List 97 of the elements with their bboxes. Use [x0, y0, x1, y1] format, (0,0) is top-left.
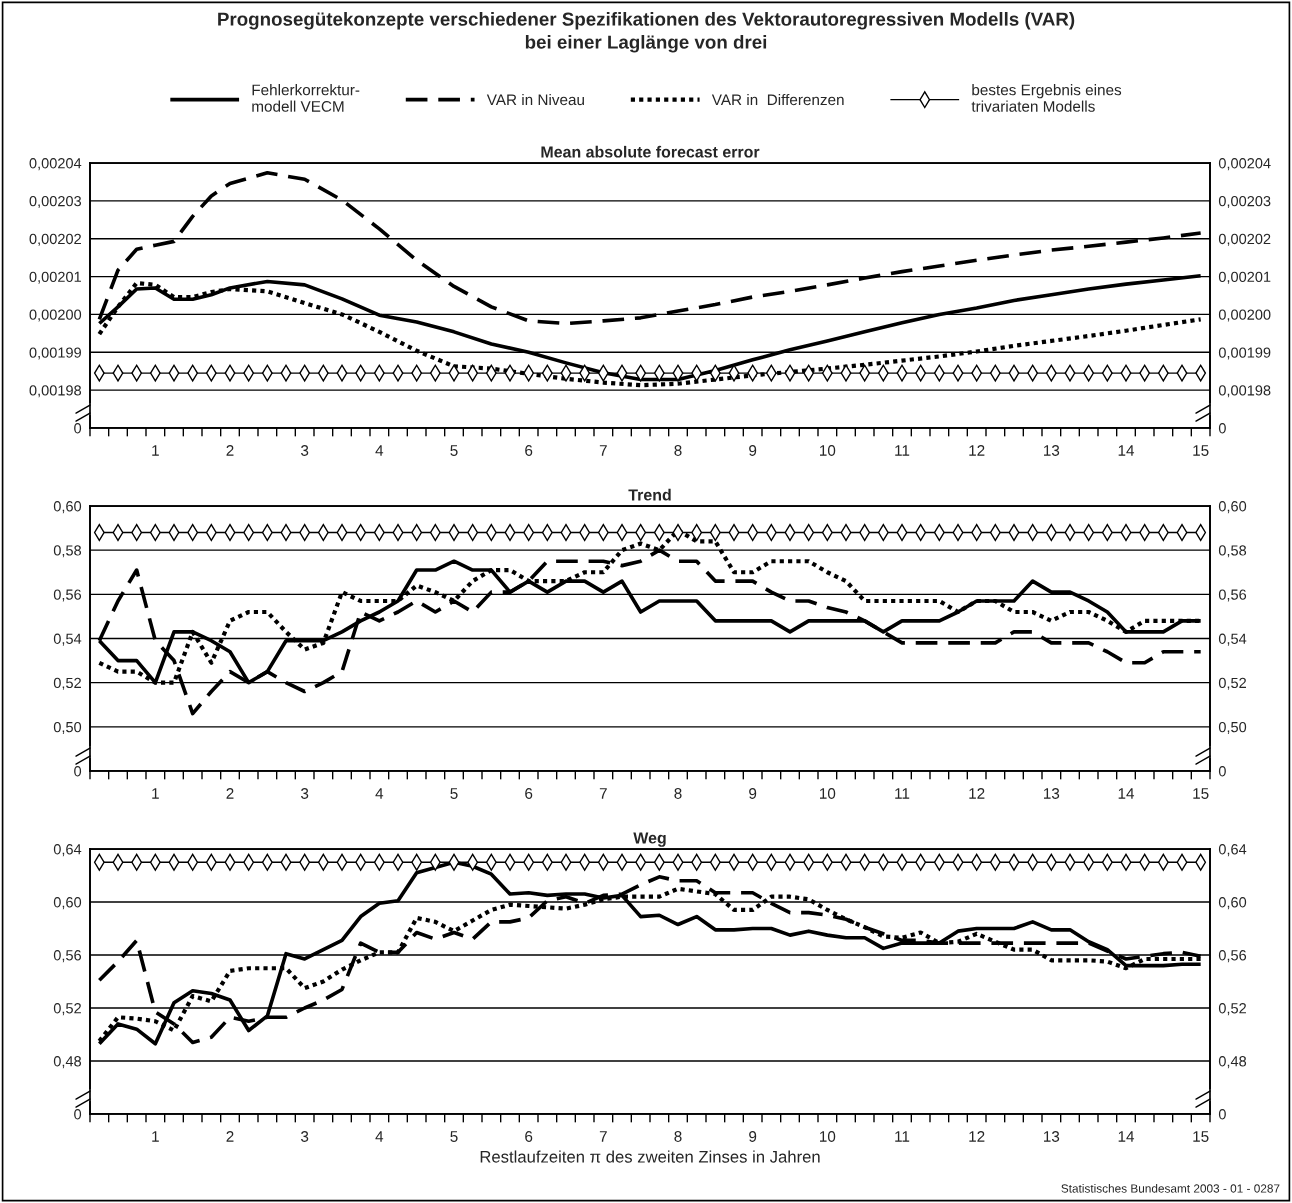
- y-tick-label: 0,48: [53, 1056, 82, 1069]
- y2-tick-label: 0,60: [1218, 501, 1247, 514]
- y2-tick-label: 0,52: [1218, 677, 1246, 690]
- x-tick-label: 9: [749, 1131, 757, 1142]
- x-tick-label: 6: [525, 788, 533, 799]
- x-tick-label: 1: [152, 1131, 159, 1142]
- x-tick-label: 1: [152, 788, 159, 799]
- x-tick-label: 4: [375, 445, 384, 456]
- x-tick-label: 15: [1193, 788, 1209, 799]
- x-tick-label: 11: [895, 445, 910, 456]
- x-tick-label: 8: [674, 788, 682, 799]
- y2-tick-label: 0,54: [1218, 633, 1247, 646]
- x-tick-label: 8: [674, 445, 682, 456]
- x-tick-label: 11: [895, 788, 910, 799]
- x-tick-label: 2: [226, 788, 234, 799]
- y2-tick-label: 0,00200: [1218, 309, 1271, 322]
- y-tick-label: 0: [74, 1109, 82, 1120]
- x-tick-label: 14: [1118, 788, 1135, 799]
- x-tick-label: 5: [450, 1131, 458, 1142]
- x-tick-label: 12: [969, 445, 985, 456]
- y-tick-label: 0,00201: [29, 271, 81, 284]
- x-tick-label: 8: [674, 1131, 682, 1142]
- x-tick-label: 3: [301, 788, 309, 799]
- y-tick-label: 0,64: [53, 844, 82, 857]
- x-tick-label: 13: [1044, 788, 1060, 799]
- x-tick-label: 9: [749, 445, 757, 456]
- y2-tick-label: 0,00201: [1218, 271, 1271, 284]
- x-tick-label: 12: [969, 1131, 985, 1142]
- y2-tick-label: 0,00198: [1218, 385, 1271, 398]
- y-tick-label: 0,60: [53, 501, 82, 514]
- x-tick-label: 7: [599, 445, 607, 456]
- x-tick-label: 3: [301, 1131, 309, 1142]
- x-tick-label: 6: [525, 445, 533, 456]
- y2-tick-label: 0,00202: [1218, 233, 1271, 246]
- chart-title: Trend: [628, 488, 671, 501]
- y2-tick-label: 0,64: [1218, 844, 1247, 857]
- y-tick-label: 0,00204: [29, 158, 82, 171]
- y-tick-label: 0,50: [53, 721, 82, 734]
- y-tick-label: 0,60: [53, 897, 82, 910]
- legend-label: bestes Ergebnis eines trivariaten Modells: [971, 84, 1122, 112]
- x-tick-label: 14: [1118, 445, 1135, 456]
- x-tick-label: 10: [820, 445, 836, 456]
- x-tick-label: 7: [599, 788, 607, 799]
- legend-label: VAR in Differenzen: [711, 93, 844, 106]
- x-tick-label: 10: [820, 1131, 836, 1142]
- chart-title: Weg: [633, 832, 666, 847]
- chart-title: Prognosegütekonzepte verschiedener Spezifikationen des Vektorautoregressiven Modells (VAR) bei einer Laglänge von drei: [218, 12, 1075, 53]
- x-tick-label: 15: [1193, 445, 1209, 456]
- y-tick-label: 0,56: [53, 950, 82, 963]
- x-tick-label: 7: [599, 1131, 607, 1142]
- x-tick-label: 11: [895, 1131, 910, 1142]
- y2-tick-label: 0,00203: [1218, 195, 1271, 209]
- y2-tick-label: 0,50: [1218, 721, 1247, 734]
- x-tick-label: 3: [301, 445, 309, 456]
- x-tick-label: 12: [969, 788, 985, 799]
- y2-tick-label: 0: [1218, 766, 1226, 777]
- x-tick-label: 13: [1044, 1131, 1060, 1142]
- y-tick-label: 0,00202: [29, 233, 81, 246]
- y-tick-label: 0,58: [53, 545, 82, 558]
- y2-tick-label: 0,00199: [1218, 347, 1271, 360]
- y2-tick-label: 0: [1218, 423, 1226, 434]
- y-tick-label: 0,54: [53, 633, 82, 646]
- y-tick-label: 0: [74, 766, 82, 777]
- y2-tick-label: 0,58: [1218, 545, 1247, 558]
- x-tick-label: 2: [226, 445, 234, 456]
- y-tick-label: 0,00200: [29, 309, 82, 322]
- y2-tick-label: 0,60: [1218, 897, 1247, 910]
- y2-tick-label: 0: [1218, 1109, 1226, 1120]
- x-tick-label: 4: [375, 1131, 384, 1142]
- x-tick-label: 5: [450, 788, 458, 799]
- y2-tick-label: 0,56: [1218, 589, 1247, 602]
- x-tick-label: 14: [1118, 1131, 1135, 1142]
- legend-label: VAR in Niveau: [486, 93, 584, 106]
- chart-subtitle: Mean absolute forecast error: [541, 145, 760, 158]
- y-tick-label: 0,52: [53, 1003, 81, 1016]
- x-tick-label: 6: [525, 1131, 533, 1142]
- legend-label: Fehlerkorrektur- modell VECM: [252, 84, 360, 112]
- text: Statistisches Bundesamt 2003 - 01 - 0287: [1061, 1183, 1280, 1193]
- x-tick-label: 4: [375, 788, 384, 799]
- y-tick-label: 0,56: [53, 589, 82, 602]
- y2-tick-label: 0,52: [1218, 1003, 1246, 1016]
- x-axis-title: Restlaufzeiten π des zweiten Zinses in Jahren: [480, 1150, 820, 1163]
- x-tick-label: 9: [749, 788, 757, 799]
- y2-tick-label: 0,56: [1218, 950, 1247, 963]
- y-tick-label: 0,00198: [29, 385, 82, 398]
- x-tick-label: 1: [152, 445, 159, 456]
- y2-tick-label: 0,48: [1218, 1056, 1247, 1069]
- y-tick-label: 0,00203: [29, 195, 82, 209]
- y-tick-label: 0,00199: [29, 347, 81, 360]
- x-tick-label: 10: [820, 788, 836, 799]
- x-tick-label: 5: [450, 445, 458, 456]
- x-tick-label: 15: [1193, 1131, 1209, 1142]
- x-tick-label: 13: [1044, 445, 1060, 456]
- y-tick-label: 0,52: [53, 677, 81, 690]
- y-tick-label: 0: [74, 423, 82, 434]
- y2-tick-label: 0,00204: [1218, 158, 1271, 171]
- x-tick-label: 2: [226, 1131, 234, 1142]
